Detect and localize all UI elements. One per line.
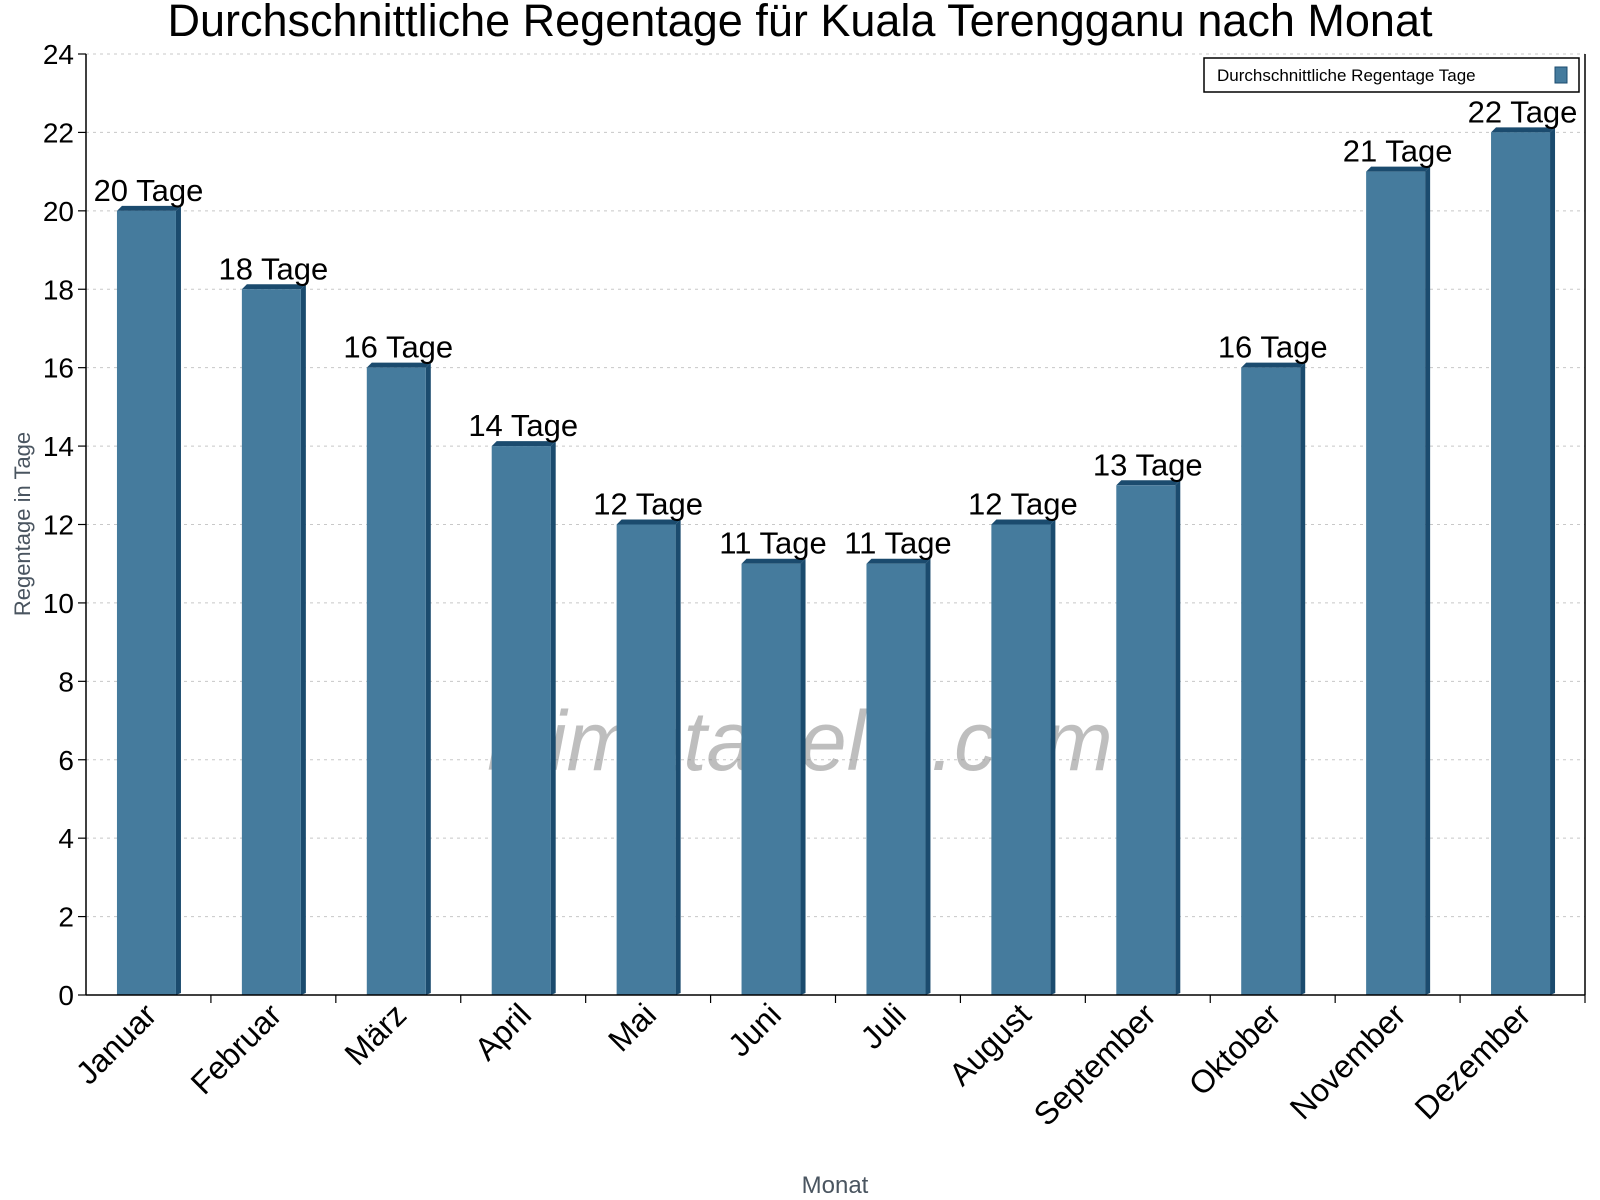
y-tick-label: 2 xyxy=(58,902,74,933)
x-tick-label: Juli xyxy=(854,996,913,1055)
bar-side xyxy=(550,441,556,995)
x-tick-label: November xyxy=(1283,996,1413,1126)
bar-side xyxy=(1425,166,1431,995)
x-tick-label: Februar xyxy=(184,996,289,1101)
data-label: 12 Tage xyxy=(968,487,1078,522)
bar-side xyxy=(925,558,931,995)
bar-top xyxy=(491,441,556,447)
bar-side xyxy=(1050,519,1056,995)
x-tick-label: August xyxy=(942,996,1038,1092)
y-tick-label: 6 xyxy=(58,745,74,776)
bar-top xyxy=(1491,127,1556,133)
data-label: 12 Tage xyxy=(593,487,703,522)
bar-top xyxy=(741,558,806,564)
bar-top xyxy=(241,284,306,290)
data-label: 20 Tage xyxy=(94,173,204,208)
bar xyxy=(1241,367,1301,996)
bar-top xyxy=(866,558,931,564)
legend-swatch xyxy=(1554,66,1568,84)
data-label: 16 Tage xyxy=(343,330,453,365)
bar-side xyxy=(1550,127,1556,995)
bar xyxy=(116,210,176,996)
data-label: 22 Tage xyxy=(1468,94,1578,129)
grid-lines xyxy=(86,53,1585,918)
y-tick-label: 18 xyxy=(43,274,74,305)
bar xyxy=(1116,485,1176,995)
x-tick-label: Juni xyxy=(721,996,788,1063)
x-axis-label: Monat xyxy=(802,1172,869,1199)
bars: 20 Tage 18 Tage 16 Tage 14 Tage 12 Tage 11 Ta… xyxy=(94,94,1578,996)
bar-top xyxy=(1116,480,1181,486)
bar-side xyxy=(1175,480,1181,996)
y-tick-label: 4 xyxy=(58,823,74,854)
y-axis-label: Regentage in Tage xyxy=(10,432,35,616)
bar xyxy=(1491,132,1551,995)
data-label: 14 Tage xyxy=(468,408,578,443)
bar-side xyxy=(300,284,306,995)
y-tick-label: 20 xyxy=(43,196,74,227)
legend-label: Durchschnittliche Regentage Tage xyxy=(1217,66,1476,85)
x-tick-label: Oktober xyxy=(1182,996,1288,1102)
data-label: 11 Tage xyxy=(844,526,951,561)
bar-side xyxy=(1300,362,1306,996)
data-label: 11 Tage xyxy=(719,526,826,561)
x-tick-label: Dezember xyxy=(1408,996,1538,1126)
data-label: 16 Tage xyxy=(1218,330,1328,365)
data-label: 18 Tage xyxy=(218,251,328,286)
data-label: 13 Tage xyxy=(1093,447,1203,482)
y-tick-label: 16 xyxy=(43,353,74,384)
bar xyxy=(241,289,301,995)
y-tick-label: 8 xyxy=(58,666,74,697)
bar xyxy=(491,446,551,995)
y-tick-label: 12 xyxy=(43,510,74,541)
y-tick-label: 22 xyxy=(43,117,74,148)
y-tick-label: 24 xyxy=(43,39,74,70)
bar xyxy=(366,367,426,996)
bar-top xyxy=(366,362,431,368)
bar-top xyxy=(616,519,681,525)
bar-top xyxy=(1366,166,1431,172)
bar-side xyxy=(800,558,806,995)
bar-side xyxy=(175,205,181,996)
legend: Durchschnittliche Regentage Tage xyxy=(1203,57,1580,93)
bar-side xyxy=(425,362,431,996)
bar xyxy=(991,524,1051,995)
bar-side xyxy=(675,519,681,995)
bar xyxy=(1366,171,1426,995)
bar-top xyxy=(116,205,181,211)
bar xyxy=(616,524,676,995)
data-label: 21 Tage xyxy=(1343,134,1453,169)
y-tick-label: 10 xyxy=(43,588,74,619)
x-tick-label: Januar xyxy=(69,996,164,1091)
chart-title: Durchschnittliche Regentage für Kuala Te… xyxy=(168,0,1433,46)
legend-box xyxy=(1203,57,1580,93)
x-tick-label: Mai xyxy=(601,996,663,1058)
bar-top xyxy=(1241,362,1306,368)
bar xyxy=(741,563,801,995)
bar-top xyxy=(991,519,1056,525)
bar xyxy=(866,563,926,995)
y-tick-label: 14 xyxy=(43,431,74,462)
x-tick-label: September xyxy=(1027,996,1163,1132)
y-tick-label: 0 xyxy=(58,980,74,1011)
x-tick-label: April xyxy=(467,996,538,1067)
x-tick-label: März xyxy=(338,996,414,1072)
